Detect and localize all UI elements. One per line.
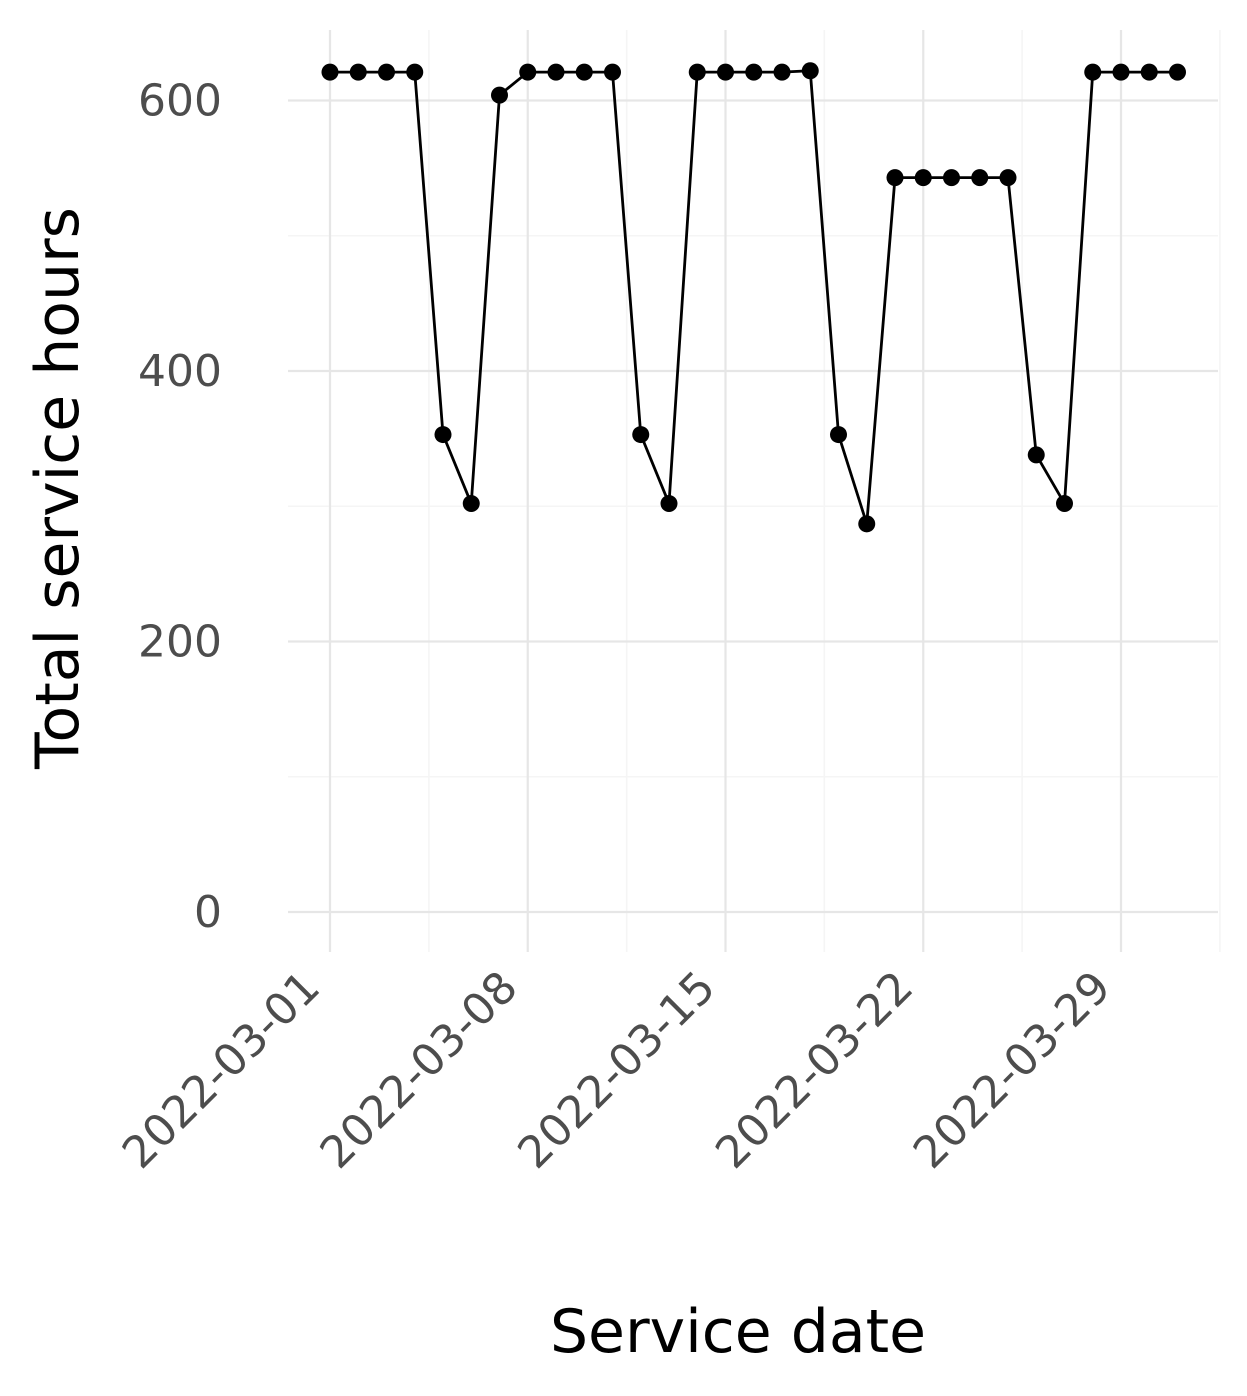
x-axis-ticks: 2022-03-012022-03-082022-03-152022-03-22… — [113, 962, 1121, 1179]
x-tick-label: 2022-03-01 — [113, 962, 330, 1179]
data-point — [349, 63, 367, 81]
series-line — [330, 69, 1178, 525]
data-point — [1084, 63, 1102, 81]
data-point — [943, 169, 960, 187]
y-axis-ticks: 0 200 400 600 — [138, 76, 222, 939]
y-tick-label: 200 — [138, 617, 222, 668]
data-point — [462, 495, 480, 513]
data-point — [660, 495, 678, 513]
data-point — [321, 63, 339, 81]
data-point — [914, 169, 932, 187]
data-point — [971, 169, 989, 187]
x-tick-label: 2022-03-15 — [508, 962, 725, 1179]
data-point — [688, 63, 706, 81]
data-point — [434, 426, 452, 444]
y-axis-title: Total service hours — [23, 207, 93, 770]
data-point — [406, 63, 424, 81]
data-point — [1027, 446, 1045, 464]
data-point — [1140, 63, 1158, 81]
y-tick-label: 0 — [194, 887, 222, 938]
data-point — [745, 63, 763, 81]
data-point — [801, 62, 819, 80]
data-point — [632, 426, 650, 444]
x-tick-label: 2022-03-08 — [311, 962, 528, 1179]
data-point — [717, 63, 734, 81]
data-point — [858, 515, 876, 533]
data-point — [999, 169, 1017, 187]
data-point — [1169, 63, 1186, 81]
data-point — [378, 63, 395, 81]
x-axis-title: Service date — [550, 1297, 926, 1367]
data-point — [886, 169, 904, 187]
y-tick-label: 600 — [138, 76, 222, 127]
data-point — [1112, 63, 1130, 81]
data-point — [491, 86, 508, 104]
data-point — [773, 63, 791, 81]
data-point — [1056, 495, 1073, 513]
data-point — [547, 63, 565, 81]
series — [321, 62, 1186, 533]
grid — [288, 30, 1221, 952]
y-tick-label: 400 — [138, 346, 222, 397]
x-tick-label: 2022-03-22 — [706, 962, 923, 1179]
data-point — [604, 63, 621, 81]
data-point — [519, 63, 537, 81]
data-point — [575, 63, 593, 81]
x-tick-label: 2022-03-29 — [904, 962, 1121, 1179]
data-point — [830, 426, 847, 444]
